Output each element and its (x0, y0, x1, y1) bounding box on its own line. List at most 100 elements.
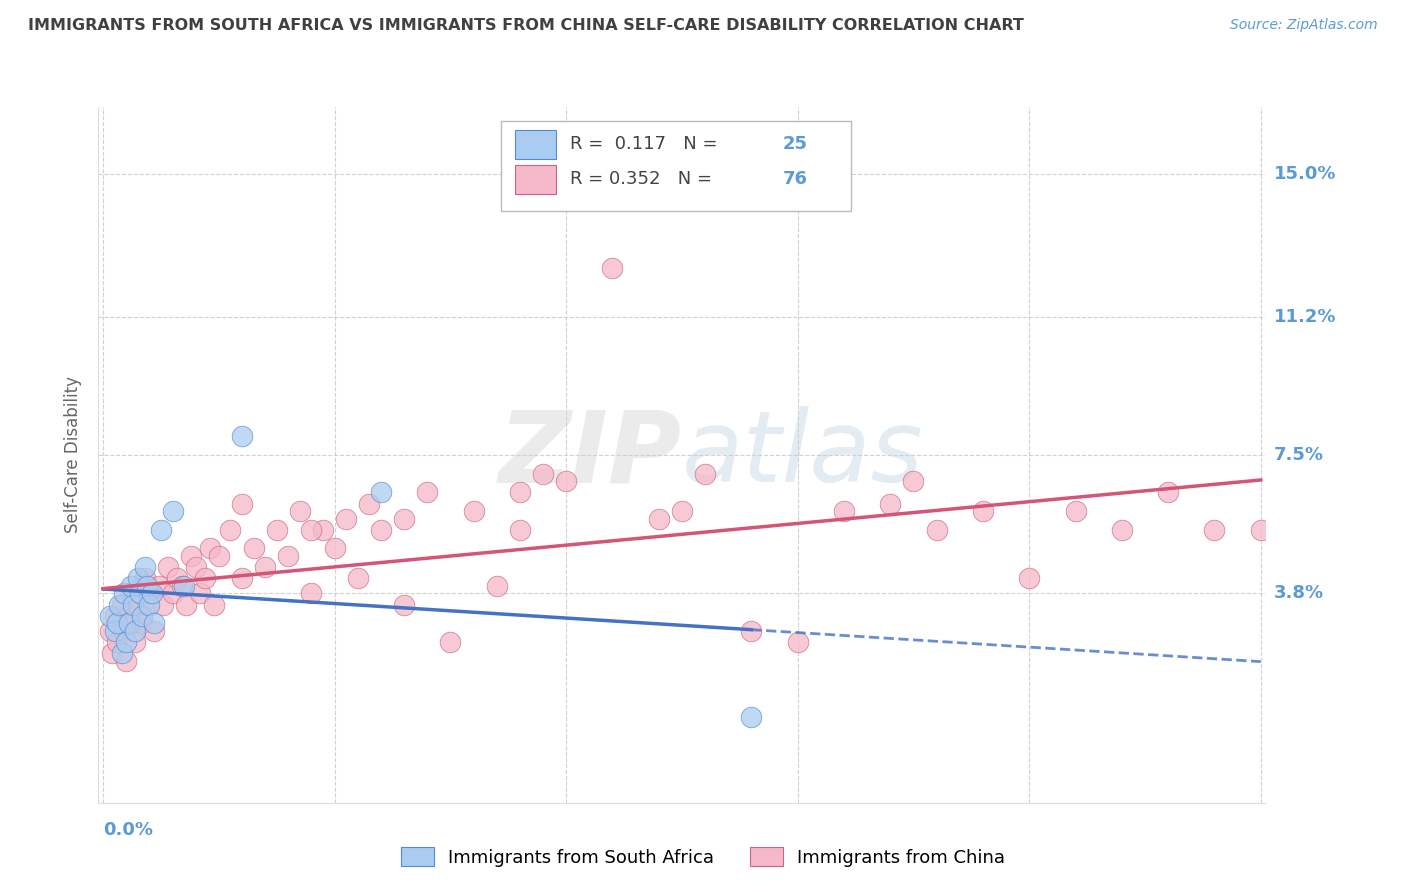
FancyBboxPatch shape (515, 165, 555, 194)
Point (136, 598, 159, 612)
Point (138, 598, 160, 612)
Point (184, 560, 207, 574)
Point (288, 504, 311, 518)
Text: Source: ZipAtlas.com: Source: ZipAtlas.com (1230, 18, 1378, 32)
Point (439, 635, 461, 649)
Point (786, 635, 808, 649)
Point (219, 523, 242, 537)
Point (176, 598, 198, 612)
Point (463, 504, 485, 518)
Text: 25: 25 (782, 135, 807, 153)
Point (117, 616, 139, 631)
Point (98, 608, 121, 623)
Point (485, 579, 508, 593)
Point (359, 497, 381, 511)
Text: R = 0.352   N =: R = 0.352 N = (569, 169, 717, 187)
Point (127, 598, 149, 612)
Point (138, 586, 160, 600)
FancyBboxPatch shape (515, 130, 555, 159)
Point (115, 654, 138, 668)
Point (127, 571, 149, 585)
Point (162, 504, 184, 518)
Point (180, 549, 202, 563)
Point (392, 598, 415, 612)
Point (832, 504, 855, 518)
Point (312, 523, 335, 537)
Text: R =  0.117   N =: R = 0.117 N = (569, 135, 723, 153)
Point (198, 541, 221, 556)
Point (509, 523, 531, 537)
Point (231, 571, 253, 585)
Point (370, 523, 392, 537)
Point (879, 497, 901, 511)
Point (134, 571, 156, 585)
Point (1157, 485, 1180, 500)
Point (602, 260, 624, 275)
Point (346, 571, 368, 585)
Point (105, 616, 128, 631)
Legend: Immigrants from South Africa, Immigrants from China: Immigrants from South Africa, Immigrants… (394, 840, 1012, 874)
Point (166, 571, 188, 585)
Text: 15.0%: 15.0% (1274, 165, 1336, 184)
Point (509, 485, 531, 500)
Point (108, 598, 131, 612)
Point (1204, 523, 1226, 537)
Point (277, 549, 299, 563)
Point (202, 598, 225, 612)
Point (740, 624, 762, 638)
Point (131, 616, 153, 631)
Point (156, 560, 179, 574)
Point (173, 579, 195, 593)
Point (112, 586, 135, 600)
Point (335, 511, 357, 525)
Text: 11.2%: 11.2% (1274, 308, 1336, 326)
Point (136, 579, 159, 593)
Text: 3.8%: 3.8% (1274, 584, 1324, 602)
FancyBboxPatch shape (501, 121, 851, 211)
Point (152, 598, 174, 612)
Point (266, 523, 288, 537)
Point (254, 560, 277, 574)
Point (208, 549, 231, 563)
Point (117, 608, 139, 623)
Point (129, 579, 152, 593)
Point (124, 624, 146, 638)
Point (141, 586, 163, 600)
Point (301, 523, 323, 537)
Text: ZIP: ZIP (499, 407, 682, 503)
Point (134, 560, 156, 574)
Point (555, 474, 578, 488)
Point (242, 541, 264, 556)
Point (740, 710, 762, 724)
Point (143, 624, 166, 638)
Point (170, 579, 193, 593)
Text: 7.5%: 7.5% (1274, 446, 1323, 464)
Point (104, 608, 127, 623)
Point (671, 504, 693, 518)
Point (1064, 504, 1087, 518)
Point (370, 485, 392, 500)
Point (122, 598, 145, 612)
Point (925, 523, 948, 537)
Point (110, 646, 132, 660)
Point (188, 586, 211, 600)
Point (115, 635, 138, 649)
Text: 76: 76 (782, 169, 807, 187)
Point (231, 497, 253, 511)
Point (104, 624, 127, 638)
Point (231, 429, 253, 443)
Point (98, 624, 121, 638)
Point (323, 541, 346, 556)
Point (120, 586, 142, 600)
Text: atlas: atlas (682, 407, 924, 503)
Point (110, 598, 132, 612)
Point (122, 616, 145, 631)
Text: IMMIGRANTS FROM SOUTH AFRICA VS IMMIGRANTS FROM CHINA SELF-CARE DISABILITY CORRE: IMMIGRANTS FROM SOUTH AFRICA VS IMMIGRAN… (28, 18, 1024, 33)
Point (194, 571, 217, 585)
Point (131, 608, 153, 623)
Point (108, 616, 131, 631)
Point (531, 467, 554, 481)
Point (693, 467, 716, 481)
Point (105, 635, 128, 649)
Point (392, 511, 415, 525)
